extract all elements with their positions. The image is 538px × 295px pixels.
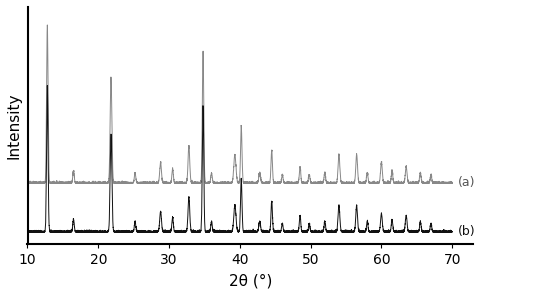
X-axis label: 2θ (°): 2θ (°) [229, 273, 272, 288]
Text: (b): (b) [458, 225, 476, 238]
Y-axis label: Intensity: Intensity [7, 92, 22, 159]
Text: (a): (a) [458, 176, 476, 189]
